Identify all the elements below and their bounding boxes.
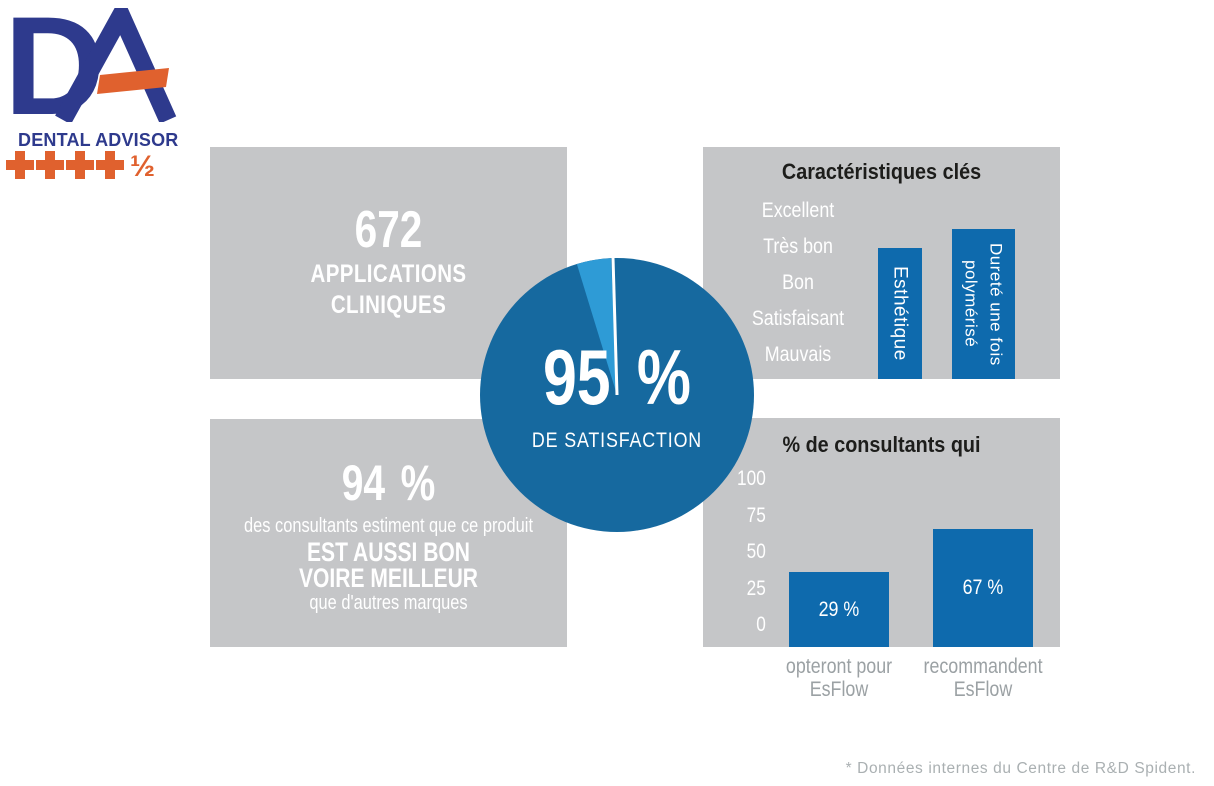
bar-esthetique-label: Esthétique bbox=[888, 266, 913, 361]
plus-icon bbox=[66, 151, 94, 179]
bar-opteront: 29 % bbox=[789, 572, 889, 647]
x-label-line: recommandent bbox=[924, 655, 1043, 678]
comparison-line4: que d'autres marques bbox=[242, 592, 535, 615]
dental-advisor-logo: D DENTAL ADVISOR ½ bbox=[8, 8, 188, 180]
panel-consultants: % de consultants qui 100 75 50 25 0 29 %… bbox=[703, 418, 1060, 647]
y-tick: 50 bbox=[709, 534, 766, 571]
satisfaction-label: DE SATISFACTION bbox=[501, 429, 734, 453]
bar-label-line: polymérisé bbox=[959, 243, 984, 366]
bar-value-label: 67 % bbox=[963, 576, 1004, 600]
characteristics-title: Caractéristiques clés bbox=[721, 159, 1042, 185]
consultants-title: % de consultants qui bbox=[721, 432, 1042, 458]
rating-stars: ½ bbox=[6, 148, 176, 187]
plus-icon bbox=[36, 151, 64, 179]
applications-count: 672 bbox=[249, 204, 527, 256]
rating-half-label: ½ bbox=[130, 150, 155, 182]
panel-characteristics: Caractéristiques clés Excellent Très bon… bbox=[703, 147, 1060, 379]
plus-icon bbox=[96, 151, 124, 179]
x-label-line: EsFlow bbox=[924, 678, 1043, 701]
x-label-line: opteront pour bbox=[780, 655, 899, 678]
infographic-canvas: D DENTAL ADVISOR ½ 672 APPLICATIONS CLIN… bbox=[0, 0, 1214, 786]
bar-recommandent: 67 % bbox=[933, 529, 1033, 647]
x-axis-label-recommandent: recommandent EsFlow bbox=[924, 655, 1043, 701]
bar-durete-label: Dureté une fois polymérisé bbox=[959, 243, 1009, 366]
plus-icon bbox=[6, 151, 34, 179]
x-axis-label-opteront: opteront pour EsFlow bbox=[780, 655, 899, 701]
comparison-line3: VOIRE MEILLEUR bbox=[249, 565, 527, 591]
y-tick: 0 bbox=[709, 607, 766, 644]
da-monogram-icon: D bbox=[8, 8, 180, 122]
rating-stars-icon: ½ bbox=[6, 148, 176, 182]
bar-value-label: 29 % bbox=[819, 598, 860, 622]
bar-label-line: Esthétique bbox=[888, 266, 913, 361]
satisfaction-value: 95 % bbox=[510, 338, 724, 416]
bar-esthetique: Esthétique bbox=[878, 248, 922, 379]
footnote: * Données internes du Centre de R&D Spid… bbox=[846, 760, 1196, 778]
scale-label: Excellent bbox=[717, 193, 879, 229]
y-tick: 25 bbox=[709, 571, 766, 608]
x-label-line: EsFlow bbox=[780, 678, 899, 701]
bar-label-line: Dureté une fois bbox=[984, 243, 1009, 366]
satisfaction-pie: 95 % DE SATISFACTION bbox=[480, 258, 754, 532]
bar-durete: Dureté une fois polymérisé bbox=[952, 229, 1015, 379]
comparison-line2: EST AUSSI BON bbox=[249, 539, 527, 565]
